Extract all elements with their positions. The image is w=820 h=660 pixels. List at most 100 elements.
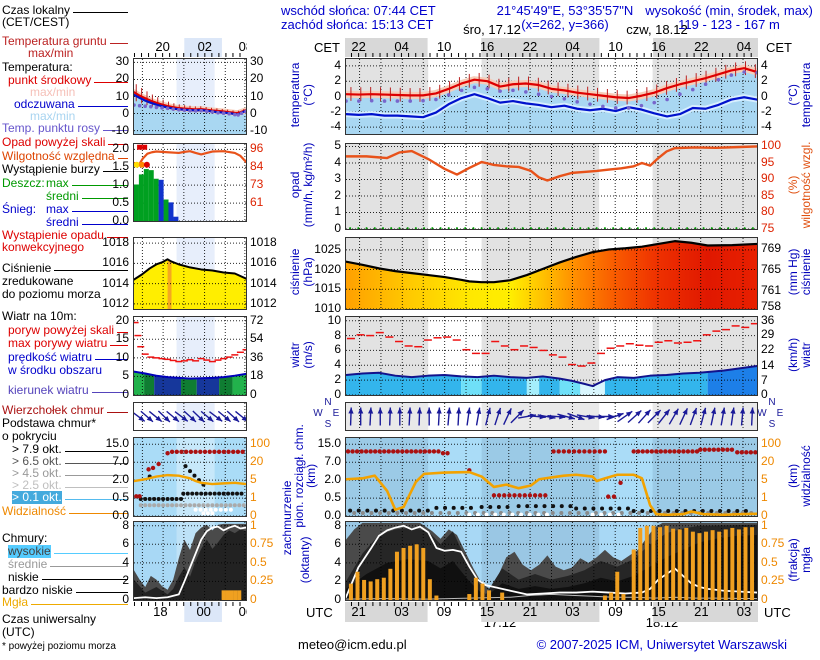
y-tick-right: 0 <box>761 508 768 522</box>
legend-item: max porywy wiatru <box>8 337 128 350</box>
y-tick-right: 761 <box>761 283 782 298</box>
y-tick-right: 54 <box>250 331 264 346</box>
axis-corner-label: CET <box>314 40 340 55</box>
legend-label: > 7.9 okt. <box>12 442 62 456</box>
svg-text:22: 22 <box>694 39 708 54</box>
y-tick-left: 3 <box>334 171 341 186</box>
legend-label: średni <box>46 189 79 203</box>
legend-label: max/min <box>30 85 76 99</box>
legend-item: max/min <box>30 86 128 99</box>
legend-item: Mgła <box>2 596 128 609</box>
legend-label: Wystąpienie opadu <box>2 228 104 242</box>
y-tick-left: 1.0 <box>112 177 129 192</box>
y-tick-left: 4 <box>334 554 341 569</box>
svg-text:21: 21 <box>351 604 365 619</box>
axis-corner-label: UTC <box>306 605 333 620</box>
y-tick-right: 2 <box>761 73 768 88</box>
legend-item: max/min <box>30 110 128 123</box>
legend-label: odczuwana <box>14 97 75 111</box>
y-tick-right: -4 <box>761 119 772 134</box>
y-tick-right: -2 <box>761 103 772 118</box>
svg-text:03: 03 <box>394 604 408 619</box>
panel-precipitation-humidity-main <box>345 143 758 230</box>
time-axis-strip: 22 04 10 16 22 04 10 16 22 04 <box>345 38 758 57</box>
legend-label: max/min <box>30 109 76 123</box>
y-tick-right: 0.25 <box>761 573 785 588</box>
legend-label: średni <box>46 215 79 229</box>
y-tick-right: 14 <box>761 358 775 373</box>
y-tick-left: 15 <box>115 331 129 346</box>
y-tick-left: 0.5 <box>112 490 129 505</box>
y-tick-left: 5 <box>122 368 129 383</box>
y-tick-left: 0 <box>334 88 341 103</box>
panel-temperature-small <box>133 58 247 135</box>
y-tick-left: 10 <box>115 349 129 364</box>
legend-label: Widzialność <box>2 504 67 518</box>
y-tick-right: 29 <box>761 327 775 342</box>
y-tick-right: 100 <box>250 436 271 451</box>
legend-item: bardzo niskie <box>2 584 128 597</box>
y-tick-left: 2 <box>334 187 341 202</box>
legend-item: średni <box>46 190 128 203</box>
svg-text:04: 04 <box>565 39 579 54</box>
legend-label: Śnieg: <box>2 202 37 216</box>
legend-label: Czas lokalny <box>2 3 71 17</box>
y-tick-left: 1015 <box>314 281 341 296</box>
svg-text:16: 16 <box>651 39 665 54</box>
compass-W: W <box>313 408 323 419</box>
legend-item: poryw powyżej skali <box>8 324 128 337</box>
y-tick-right: 1014 <box>250 275 277 290</box>
svg-text:03: 03 <box>737 604 751 619</box>
compass-S: S <box>324 419 332 430</box>
y-tick-right: 758 <box>761 299 782 314</box>
legend-label: bardzo niskie <box>2 583 73 597</box>
y-tick-right: 85 <box>761 187 775 202</box>
legend-label: wysokie <box>8 544 51 558</box>
legend-label: Podstawa chmur* <box>2 416 97 430</box>
legend-item: odczuwana <box>14 98 128 111</box>
altitude-label: wysokość (min, środek, max) <box>645 3 813 18</box>
y-tick-left: 1018 <box>102 235 129 250</box>
y-tick-right: 1016 <box>250 255 277 270</box>
y-tick-right: 0 <box>761 592 768 606</box>
y-tick-left: 1 <box>334 204 341 219</box>
legend-item: > 0.1 okt. <box>12 491 128 504</box>
y-tick-left: 4 <box>334 154 341 169</box>
y-tick-left: 1014 <box>102 275 129 290</box>
y-tick-right: 1 <box>250 517 257 532</box>
svg-text:22: 22 <box>523 39 537 54</box>
legend-label: Temperatura: <box>2 60 73 74</box>
axis-corner-label: UTC <box>764 605 791 620</box>
compass-N: N <box>768 397 776 408</box>
y-tick-right: 96 <box>250 141 264 156</box>
sunset-time: zachód słońca: 15:13 CET <box>281 17 434 32</box>
legend-label: Ciśnienie <box>2 261 52 275</box>
y-tick-left: -4 <box>330 119 341 134</box>
legend-label: > 6.5 okt. <box>12 454 62 468</box>
legend-label: Opad powyżej skali <box>2 135 106 149</box>
y-tick-right: 100 <box>761 436 782 451</box>
legend-label: max/min <box>28 46 74 60</box>
panel-wind-small <box>133 316 247 396</box>
legend-item: Czas uniwersalny (UTC) <box>2 613 128 638</box>
legend-label: Wystąpienie burzy <box>2 162 100 176</box>
y-tick-right: 73 <box>250 177 264 192</box>
y-tick-right: 22 <box>761 341 775 356</box>
y-tick-right: 0.5 <box>250 554 267 569</box>
contact-email-link[interactable]: meteo@icm.edu.pl <box>298 637 407 652</box>
svg-text:09: 09 <box>437 604 451 619</box>
legend-label: punkt środkowy <box>8 73 92 87</box>
y-tick-left: 4 <box>122 554 129 569</box>
copyright: © 2007-2025 ICM, Uniwersytet Warszawski <box>536 637 787 652</box>
y-tick-left: 1016 <box>102 255 129 270</box>
legend-item: wysokie <box>8 545 128 558</box>
axis-title-rotated: mgła <box>799 546 814 573</box>
legend-item: kierunek wiatru <box>8 384 128 397</box>
legend-item: prędkość wiatru <box>8 351 128 364</box>
legend-item: zredukowane <box>2 275 128 288</box>
legend-label: niskie <box>8 570 39 584</box>
y-tick-right: 18 <box>250 368 264 383</box>
legend-item: do poziomu morza <box>2 288 128 301</box>
legend-label: średnie <box>8 557 48 571</box>
